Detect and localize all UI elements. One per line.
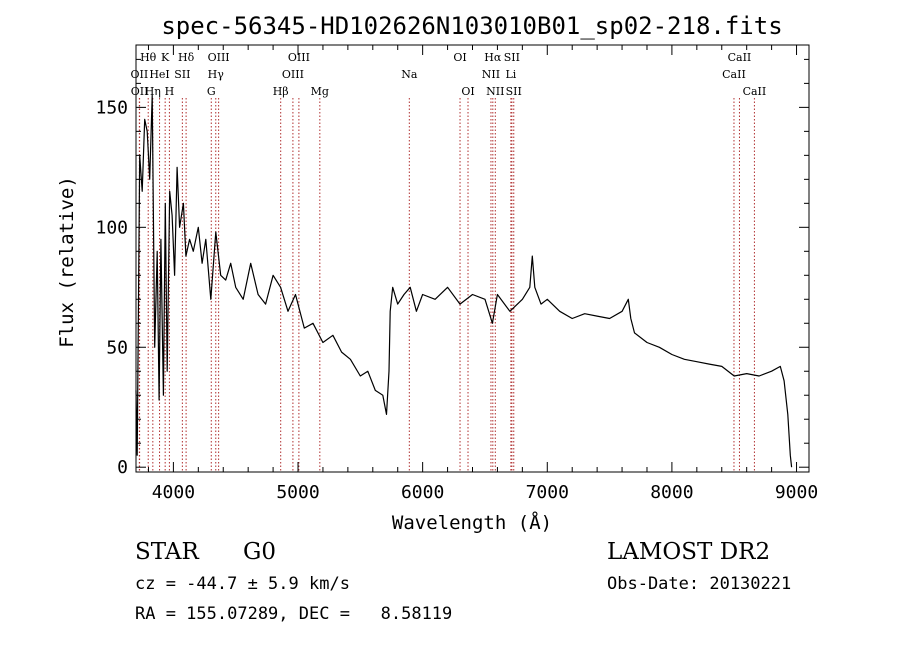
line-marker-label: OII [131,85,149,98]
line-marker-label: SII [174,68,190,81]
line-marker-label: K [161,51,170,64]
line-marker-label: CaII [728,51,752,64]
x-tick-label: 9000 [775,482,818,503]
spectrum-chart: spec-56345-HD102626N103010B01_sp02-218.f… [56,12,818,534]
survey-label: LAMOST DR2 [607,539,771,565]
redshift-text: cz = -44.7 ± 5.9 km/s [135,574,350,594]
line-marker-label: SII [506,85,522,98]
line-marker-label: G [207,85,216,98]
line-marker-label: NII [486,85,504,98]
line-marker-label: CaII [722,68,746,81]
line-marker-label: Hβ [273,85,289,98]
obs-date-text: Obs-Date: 20130221 [607,574,792,594]
spectrum-line [135,94,793,468]
y-tick-label: 0 [117,457,128,478]
x-axis: 4000 5000 6000 7000 8000 9000 [147,45,818,503]
y-tick-label: 50 [106,337,128,358]
line-marker-label: HeI [149,68,169,81]
line-marker-label: SII [504,51,520,64]
y-axis: 0 50 100 150 [95,58,809,478]
line-marker-label: CaII [743,85,767,98]
line-marker-label: OIII [208,51,230,64]
subclass-label: G0 [243,539,277,565]
chart-title: spec-56345-HD102626N103010B01_sp02-218.f… [161,12,782,40]
line-marker-label: OIII [282,68,304,81]
class-label: STAR [135,539,199,565]
line-marker-label: OI [461,85,474,98]
y-tick-label: 100 [95,217,128,238]
x-tick-label: 8000 [650,482,693,503]
plot-frame [135,44,810,473]
line-marker-label: OIII [288,51,310,64]
line-marker-label: Hθ [140,51,157,64]
y-tick-label: 150 [95,97,128,118]
line-marker-label: Hη [145,85,161,98]
line-marker-label: Hα [484,51,502,64]
line-marker-label: OII [131,68,149,81]
line-marker-label: Li [505,68,516,81]
line-marker-label: Na [401,68,418,81]
line-marker-label: NII [482,68,500,81]
y-axis-label: Flux (relative) [56,176,78,348]
x-tick-label: 7000 [526,482,569,503]
line-marker-label: H [165,85,175,98]
coordinates-text: RA = 155.07289, DEC = 8.58119 [135,604,453,624]
x-tick-label: 6000 [401,482,444,503]
line-marker-label: OI [453,51,466,64]
line-marker-label: Hδ [178,51,195,64]
x-tick-label: 5000 [276,482,319,503]
line-marker-label: Mg [311,85,329,98]
x-tick-label: 4000 [152,482,195,503]
x-axis-label: Wavelength (Å) [392,511,552,534]
line-marker-label: Hγ [208,68,225,81]
